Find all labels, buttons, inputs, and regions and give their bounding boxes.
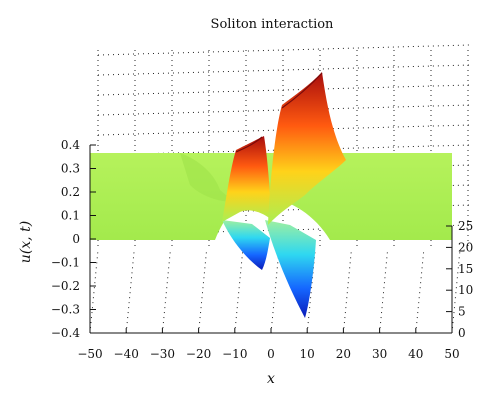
t-ticks: 0 5 10 15 20 25	[446, 219, 473, 340]
t-tick-label: 25	[458, 219, 473, 233]
t-tick-label: 10	[458, 283, 473, 297]
x-tick-label: 20	[336, 347, 351, 361]
u-tick-label: −0.2	[51, 279, 80, 293]
grid-line	[270, 249, 280, 334]
u-tick-label: −0.3	[51, 303, 80, 317]
surface	[90, 72, 452, 318]
x-tick-label: 30	[372, 347, 387, 361]
soliton-1-trough	[222, 220, 270, 270]
x-tick-label: −10	[222, 347, 247, 361]
u-tick-label: 0	[72, 232, 80, 246]
soliton-1-peak	[222, 136, 272, 222]
u-tick-label: 0.3	[61, 162, 80, 176]
grid-line	[97, 64, 471, 76]
u-tick-label: 0.4	[61, 138, 80, 152]
t-tick-label: 15	[458, 262, 473, 276]
x-tick-label: 50	[444, 347, 459, 361]
grid-line	[379, 249, 389, 334]
x-tick-label: 0	[267, 347, 275, 361]
t-tick-label: 20	[458, 240, 473, 254]
x-tick-label: −50	[77, 347, 102, 361]
u-tick-label: 0.1	[61, 209, 80, 223]
grid-line	[234, 249, 244, 334]
t-tick-label: 0	[458, 326, 466, 340]
x-tick-label: −30	[150, 347, 175, 361]
t-tick-label: 5	[458, 305, 466, 319]
x-tick-label: −40	[114, 347, 139, 361]
grid-line	[342, 249, 352, 334]
x-tick-label: −20	[186, 347, 211, 361]
u-ticks: −0.4 −0.3 −0.2 −0.1 0 0.1 0.2 0.3 0.4	[51, 138, 96, 340]
grid-line	[161, 249, 171, 334]
y-axis-label: u(x, t)	[18, 221, 34, 263]
u-tick-label: −0.1	[51, 256, 80, 270]
x-tick-label: 40	[408, 347, 423, 361]
soliton-2-peak	[268, 72, 346, 225]
u-tick-label: 0.2	[61, 185, 80, 199]
surface-front-ridge	[235, 136, 263, 153]
grid-line	[97, 104, 471, 116]
surface-front-ridge-2	[281, 72, 323, 109]
grid-line	[97, 144, 471, 156]
chart-title: Soliton interaction	[211, 17, 335, 32]
grid-line	[97, 124, 471, 136]
x-tick-label: 10	[300, 347, 315, 361]
grid-line	[97, 84, 471, 96]
grid-line	[198, 249, 208, 334]
x-axis-label: x	[267, 371, 275, 387]
grid-line	[415, 249, 425, 334]
x-ticks: −50 −40 −30 −20 −10 0 10 20 30 40 50	[77, 328, 460, 361]
soliton-2-trough	[265, 220, 316, 318]
grid-line	[125, 249, 135, 334]
u-tick-label: −0.4	[51, 326, 81, 340]
grid-line	[97, 44, 471, 56]
plateau-shade	[180, 153, 250, 202]
